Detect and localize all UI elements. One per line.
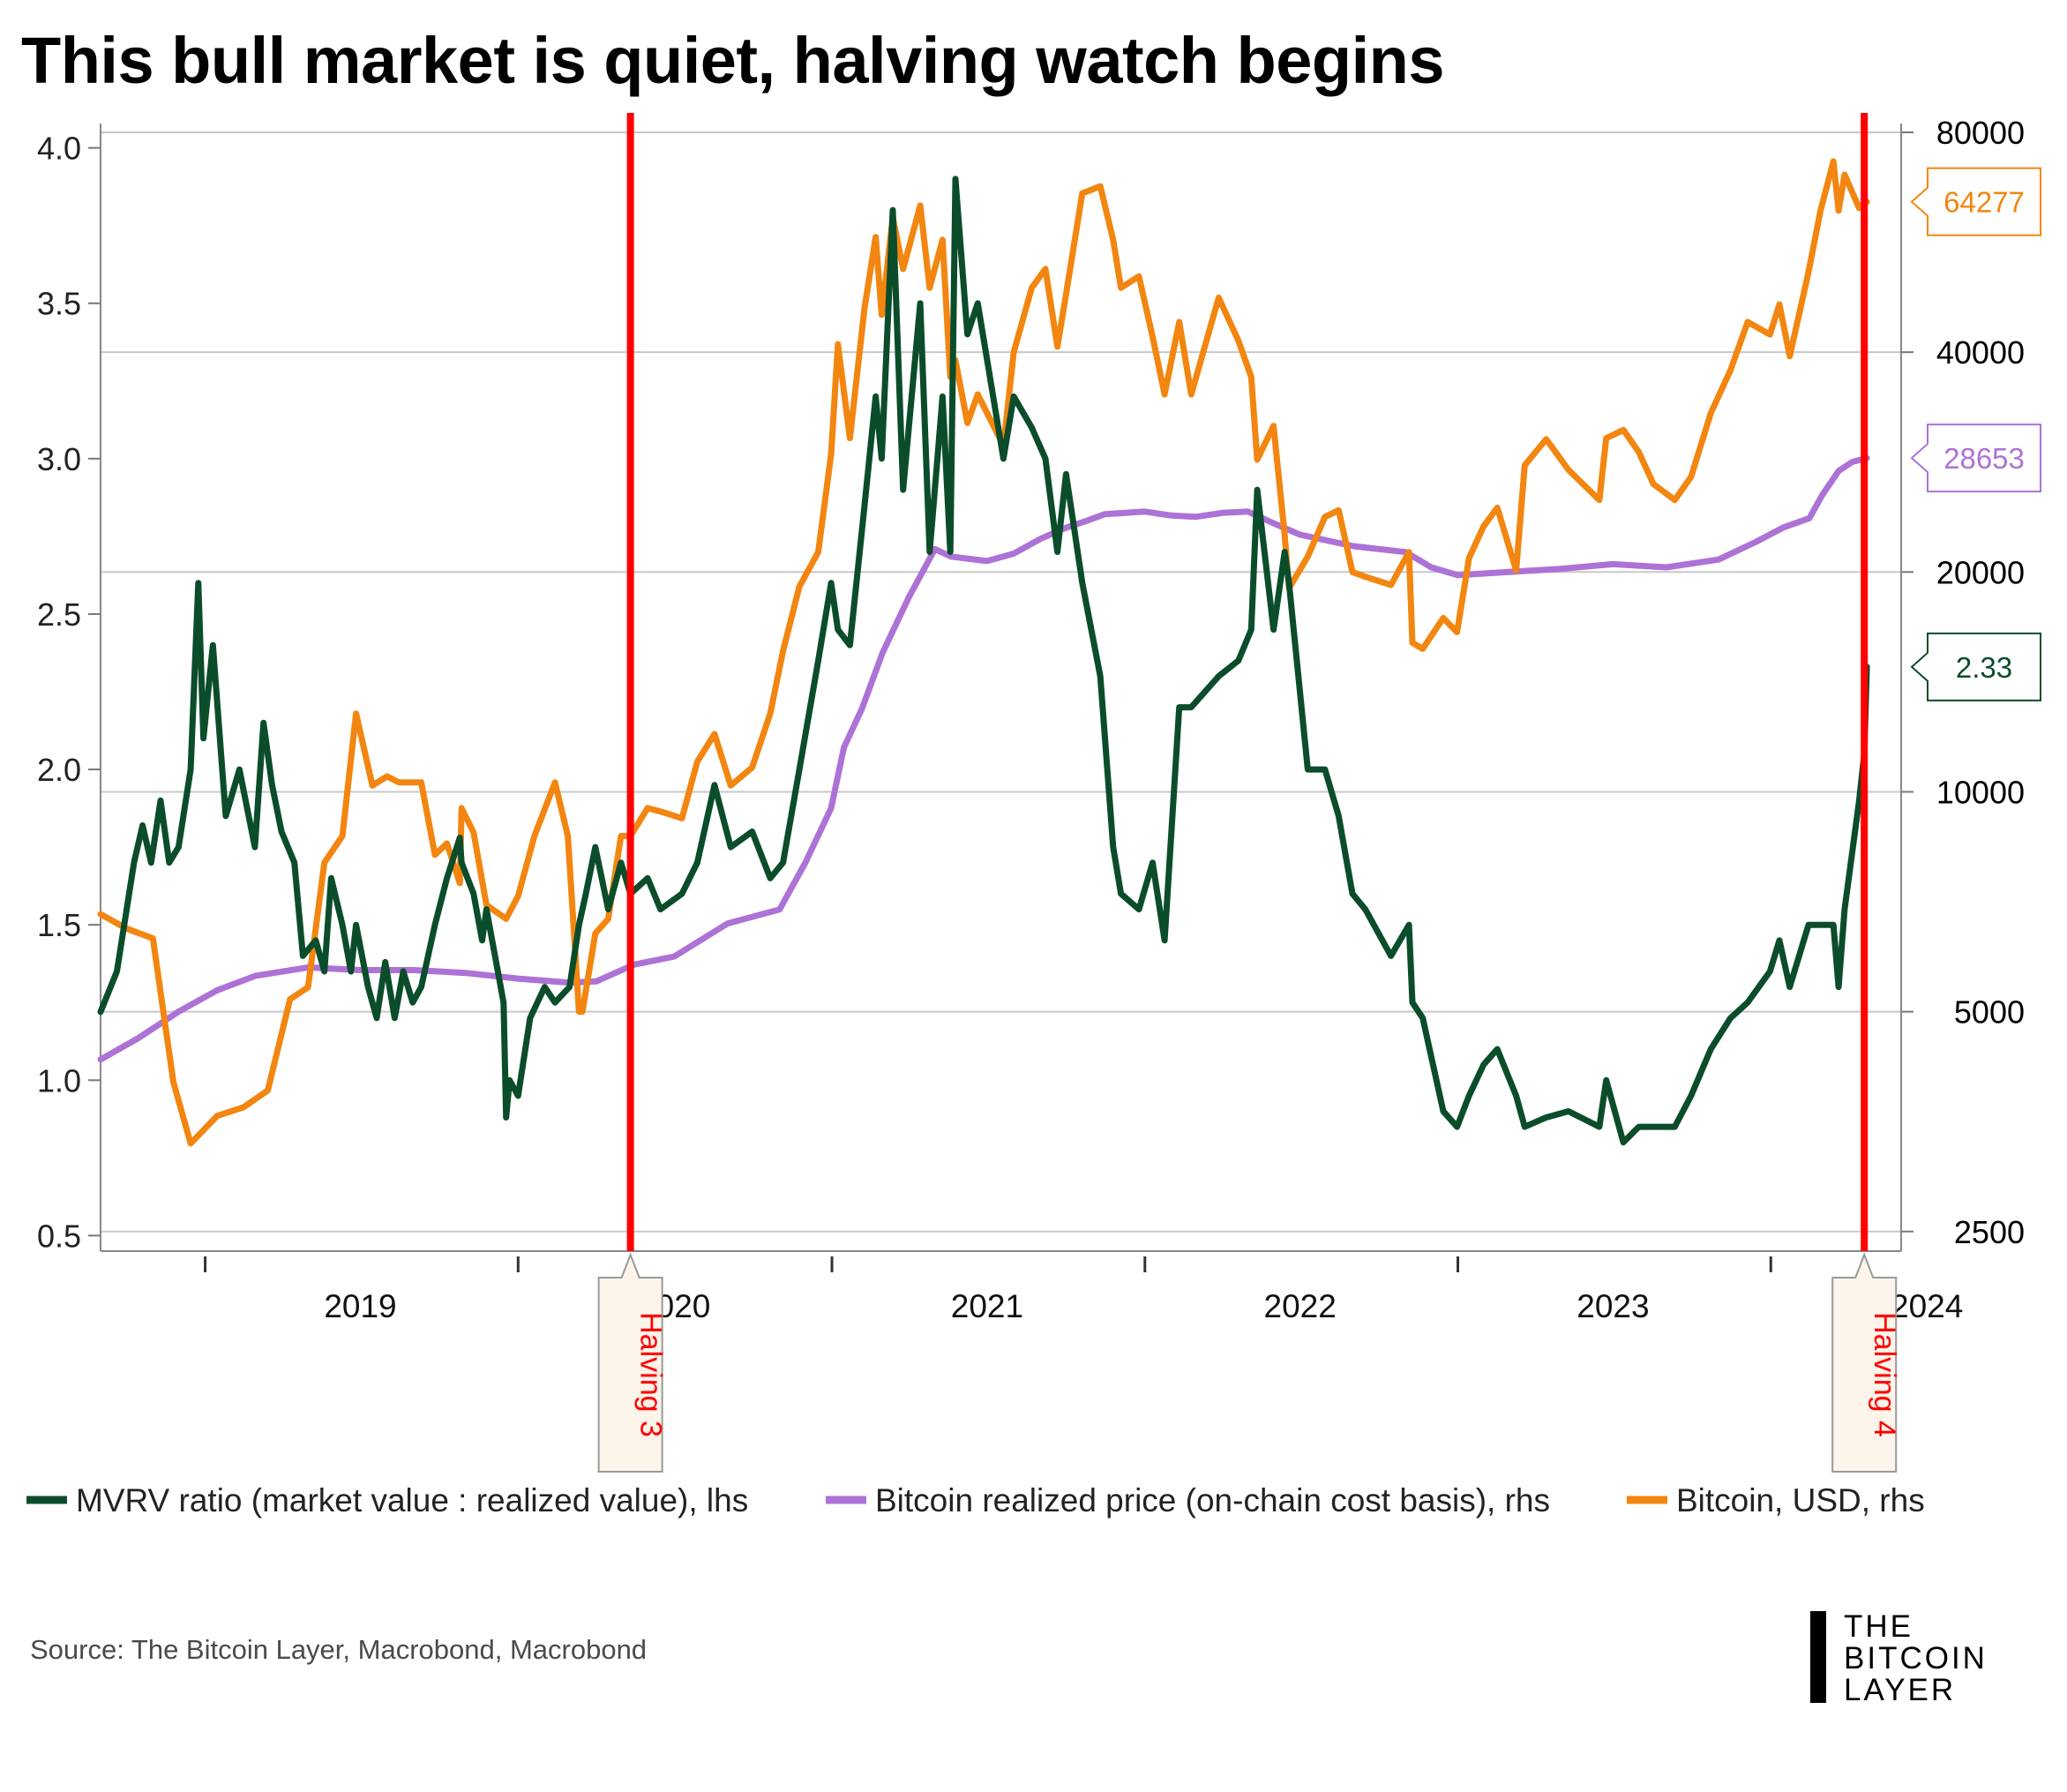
legend-label-btc: Bitcoin, USD, rhs bbox=[1676, 1482, 1925, 1518]
x-axis-tick-label: 2023 bbox=[1576, 1288, 1649, 1324]
end-label-mvrv: 2.33 bbox=[1956, 651, 2012, 684]
left-axis-tick-label: 3.0 bbox=[37, 441, 81, 477]
halving-callout-box bbox=[597, 1252, 663, 1473]
left-axis-tick-label: 1.0 bbox=[37, 1062, 81, 1098]
halving-label: Halving 3 bbox=[634, 1312, 668, 1437]
x-axis-tick-label: 2021 bbox=[951, 1288, 1023, 1324]
end-label-box-mvrv bbox=[1910, 632, 2041, 701]
right-axis-tick-label: 40000 bbox=[1936, 334, 2025, 371]
legend: MVRV ratio (market value : realized valu… bbox=[26, 1482, 1925, 1518]
left-axis-tick-label: 4.0 bbox=[37, 131, 81, 167]
series-line-btc bbox=[97, 158, 1870, 1147]
gridlines bbox=[101, 131, 1901, 1233]
left-axis-tick-label: 2.0 bbox=[37, 752, 81, 788]
right-axis-tick-label: 2500 bbox=[1954, 1214, 2025, 1250]
halving-layer: Halving 3 Halving 4 bbox=[597, 113, 1901, 1473]
right-axis-tick-label: 10000 bbox=[1936, 774, 2025, 810]
series-layer bbox=[97, 158, 1870, 1147]
end-label-box-realized bbox=[1910, 424, 2041, 493]
halving-label: Halving 4 bbox=[1868, 1312, 1901, 1437]
logo-bar bbox=[1810, 1611, 1826, 1703]
brand-logo: THE BITCOIN LAYER bbox=[1810, 1608, 2048, 1706]
legend-label-realized: Bitcoin realized price (on-chain cost ba… bbox=[875, 1482, 1550, 1518]
end-labels: 64277 28653 2.33 bbox=[1910, 167, 2041, 701]
left-axis-tick-label: 3.5 bbox=[37, 286, 81, 322]
right-axis-tick-label: 80000 bbox=[1936, 115, 2025, 151]
x-axis-tick-label: 2022 bbox=[1264, 1288, 1337, 1324]
series-line-mvrv bbox=[97, 176, 1870, 1146]
end-label-btc: 64277 bbox=[1943, 186, 2025, 219]
logo-line-2: BITCOIN bbox=[1844, 1641, 1988, 1676]
end-label-box-btc bbox=[1910, 167, 2041, 236]
logo-line-3: LAYER bbox=[1844, 1673, 1957, 1707]
left-axis-tick-label: 0.5 bbox=[37, 1218, 81, 1254]
left-axis-tick-label: 1.5 bbox=[37, 907, 81, 943]
right-axis-tick-label: 5000 bbox=[1954, 994, 2025, 1031]
end-label-realized: 28653 bbox=[1943, 442, 2025, 475]
x-axis-tick-label: 2024 bbox=[1891, 1288, 1963, 1324]
x-axis-tick-label: 2019 bbox=[324, 1288, 396, 1324]
right-axis-tick-label: 20000 bbox=[1936, 554, 2025, 590]
legend-label-mvrv: MVRV ratio (market value : realized valu… bbox=[76, 1482, 748, 1518]
logo-line-1: THE bbox=[1844, 1609, 1913, 1644]
axes: 2500 5000 10000 20000 40000 80000 0.5 1.0 1.5 2.0… bbox=[37, 115, 2025, 1324]
halving-callout-box bbox=[1831, 1252, 1898, 1473]
left-axis-tick-label: 2.5 bbox=[37, 596, 81, 633]
chart-title: This bull market is quiet, halving watch… bbox=[21, 24, 1445, 97]
source-note: Source: The Bitcoin Layer, Macrobond, Ma… bbox=[30, 1634, 648, 1665]
